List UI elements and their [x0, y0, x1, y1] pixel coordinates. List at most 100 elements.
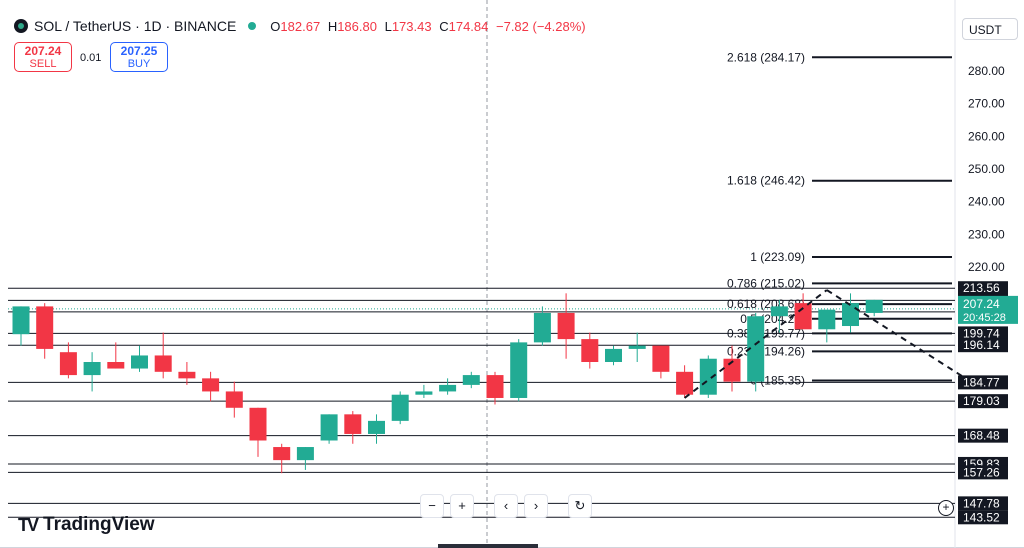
- fib-level-label: 0.382 (199.77): [727, 326, 805, 340]
- candle-body[interactable]: [557, 312, 575, 340]
- trendline-up[interactable]: [683, 289, 828, 399]
- tradingview-mark-icon: TV: [18, 514, 39, 535]
- price-label-text: 213.56: [963, 281, 1000, 295]
- candle-body[interactable]: [723, 358, 741, 382]
- price-label-text: 157.26: [963, 465, 1000, 479]
- candle-body[interactable]: [676, 371, 694, 395]
- buy-button[interactable]: 207.25 BUY: [110, 42, 168, 72]
- candle-body[interactable]: [368, 420, 385, 434]
- time-scrollbar[interactable]: [438, 544, 538, 548]
- symbol-title[interactable]: SOL / TetherUS · 1D · BINANCE: [34, 18, 237, 34]
- close-value: 174.84: [448, 18, 489, 34]
- symbol-header: SOL / TetherUS · 1D · BINANCE O182.67 H1…: [14, 18, 590, 34]
- candle-body[interactable]: [605, 348, 622, 362]
- candle-body[interactable]: [154, 355, 172, 372]
- sell-label: SELL: [29, 58, 57, 70]
- price-label-text: 184.77: [963, 375, 1000, 389]
- price-axis-tick: 260.00: [968, 129, 1005, 143]
- fib-level-label: 1 (223.09): [750, 250, 805, 264]
- zoom-in-button[interactable]: +: [450, 494, 474, 518]
- market-status-dot-icon: [248, 22, 257, 30]
- candle-body[interactable]: [581, 339, 599, 362]
- price-label-box: [958, 281, 1008, 296]
- candle-body[interactable]: [652, 345, 670, 372]
- candle-body[interactable]: [842, 303, 859, 327]
- brand-name: TradingView: [43, 514, 155, 535]
- scroll-left-button[interactable]: ‹: [494, 494, 518, 518]
- candle-body[interactable]: [510, 342, 528, 398]
- price-label-text: 147.78: [963, 496, 1000, 510]
- add-alert-plus-icon[interactable]: +: [938, 500, 954, 516]
- price-label-box: [958, 326, 1008, 341]
- fib-level-label: 1.618 (246.42): [727, 174, 805, 188]
- candle-body[interactable]: [865, 299, 883, 313]
- candle-body[interactable]: [628, 345, 646, 349]
- candle-body[interactable]: [486, 375, 504, 398]
- candle-body[interactable]: [296, 447, 314, 461]
- nav-separator: [480, 494, 488, 516]
- buy-label: BUY: [127, 58, 151, 70]
- spread-value: 0.01: [80, 52, 102, 64]
- candle-body[interactable]: [249, 407, 267, 441]
- low-value: 173.43: [391, 18, 432, 34]
- price-label-box: [958, 375, 1008, 390]
- candle-body[interactable]: [747, 316, 765, 382]
- candle-body[interactable]: [344, 414, 362, 434]
- sell-price: 207.24: [24, 44, 62, 58]
- price-label-text: 199.74: [963, 326, 1000, 340]
- candle-body[interactable]: [36, 306, 54, 349]
- zoom-out-button[interactable]: −: [420, 494, 444, 518]
- price-label-text: 179.03: [963, 394, 1000, 408]
- candle-body[interactable]: [533, 312, 551, 343]
- scroll-right-button[interactable]: ›: [524, 494, 548, 518]
- candle-body[interactable]: [225, 391, 243, 408]
- price-label-text: 168.48: [963, 429, 1000, 443]
- price-label-box: [958, 394, 1008, 409]
- candle-body[interactable]: [391, 394, 409, 421]
- candle-body[interactable]: [273, 447, 291, 461]
- fib-level-label: 0.618 (208.68): [727, 297, 805, 311]
- ohlc-values: O182.67 H186.80 L173.43 C174.84 −7.82 (−…: [270, 18, 586, 34]
- sell-button[interactable]: 207.24 SELL: [14, 42, 72, 72]
- price-axis-tick: 230.00: [968, 227, 1005, 241]
- nav-separator: [554, 494, 562, 516]
- candle-body[interactable]: [83, 362, 101, 376]
- price-label-text: 143.52: [963, 510, 1000, 524]
- candle-body[interactable]: [59, 352, 77, 376]
- candle-body[interactable]: [770, 306, 788, 317]
- candle-body[interactable]: [794, 303, 812, 330]
- candle-body[interactable]: [131, 355, 148, 369]
- fib-level-label: 0.236 (194.26): [727, 344, 805, 358]
- candle-body[interactable]: [12, 306, 30, 335]
- change-value: −7.82 (−4.28%): [496, 18, 586, 34]
- current-price-box: [958, 295, 1018, 324]
- price-label-box: [958, 465, 1008, 480]
- price-axis-tick: 280.00: [968, 64, 1005, 78]
- candle-body[interactable]: [202, 378, 220, 392]
- current-price-text: 207.24: [963, 297, 1000, 311]
- price-axis-tick: 270.00: [968, 97, 1005, 111]
- tradingview-logo: TV TradingView: [18, 514, 155, 536]
- currency-selector[interactable]: USDT: [962, 18, 1018, 40]
- fib-level-label: 2.618 (284.17): [727, 50, 805, 64]
- price-label-text: 196.14: [963, 338, 1000, 352]
- price-label-box: [958, 428, 1008, 443]
- solana-logo-icon: [14, 19, 28, 33]
- candle-body[interactable]: [320, 414, 338, 441]
- reset-chart-button[interactable]: ↻: [568, 494, 592, 518]
- price-label-box: [958, 496, 1008, 511]
- candle-body[interactable]: [415, 391, 433, 395]
- candle-body[interactable]: [462, 375, 480, 385]
- price-label-box: [958, 510, 1008, 525]
- price-axis-tick: 240.00: [968, 195, 1005, 209]
- chart-nav-toolbar: − + ‹ › ↻: [420, 494, 592, 518]
- open-value: 182.67: [280, 18, 321, 34]
- candle-body[interactable]: [818, 309, 836, 330]
- candle-body[interactable]: [699, 358, 717, 395]
- candle-body[interactable]: [439, 384, 457, 392]
- candle-body[interactable]: [107, 362, 125, 369]
- candle-body[interactable]: [178, 371, 196, 379]
- high-value: 186.80: [337, 18, 377, 34]
- price-axis-tick: 250.00: [968, 162, 1005, 176]
